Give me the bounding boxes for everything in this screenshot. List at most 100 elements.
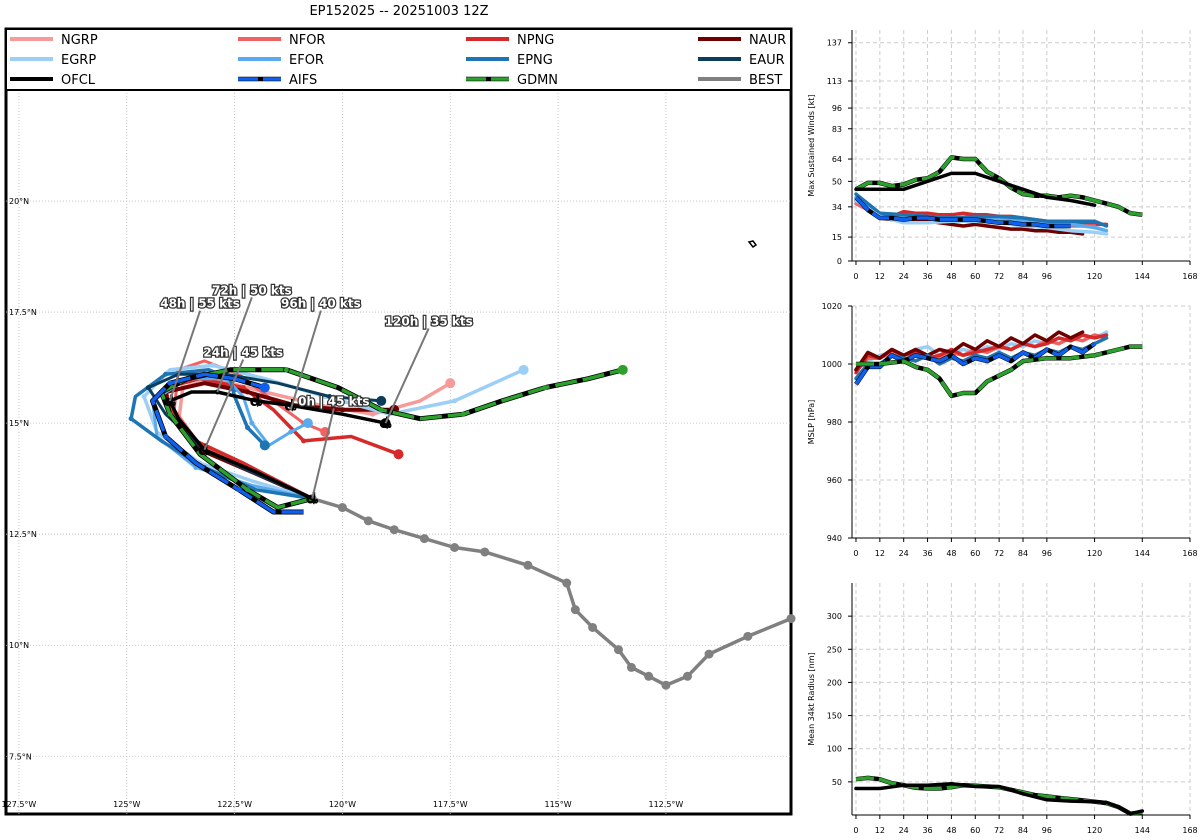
x-tick-label: 24: [899, 272, 909, 281]
y-tick-label: 0: [837, 257, 842, 266]
annotation-leader-line: [203, 359, 245, 451]
track-point: [363, 516, 373, 526]
track-point: [288, 429, 294, 435]
y-tick-label: 300: [827, 612, 842, 621]
x-tick-label: 36: [922, 549, 932, 558]
lat-tick-label: 10°N: [9, 641, 29, 650]
track-point: [283, 367, 289, 373]
track-point: [419, 534, 429, 544]
lon-tick-label: 117.5°W: [433, 800, 468, 809]
track-aifs: [150, 371, 304, 515]
x-tick-label: 120: [1087, 549, 1102, 558]
track-point: [245, 425, 251, 431]
lat-tick-label: 17.5°N: [9, 308, 37, 317]
track-line: [168, 390, 388, 501]
legend-label-ofcl: OFCL: [61, 73, 96, 88]
track-point: [210, 362, 216, 368]
lat-tick-label: 7.5°N: [9, 752, 32, 761]
track-point: [644, 671, 654, 681]
track-point: [339, 407, 345, 413]
x-tick-label: 168: [1182, 549, 1197, 558]
x-tick-label: 168: [1182, 826, 1197, 835]
x-tick-label: 168: [1182, 272, 1197, 281]
series-line: [856, 344, 1143, 398]
track-point: [167, 411, 173, 417]
x-tick-label: 0: [853, 549, 858, 558]
x-tick-label: 48: [946, 549, 956, 558]
y-tick-label: 100: [827, 745, 842, 754]
legend-box: [5, 28, 792, 91]
x-tick-label: 96: [1042, 272, 1052, 281]
y-tick-label: 940: [827, 534, 842, 543]
x-tick-label: 84: [1018, 272, 1028, 281]
y-tick-label: 980: [827, 418, 842, 427]
forecast-annotation: 72h | 50 kts: [211, 282, 293, 393]
y-tick-label: 250: [827, 645, 842, 654]
y-tick-label: 200: [827, 678, 842, 687]
map-legend: NGRP NFOR NPNG NAUR EGRP EFOR EPNG EAUR OFCL AIFS…: [5, 28, 792, 91]
track-line: [150, 372, 304, 514]
series-line: [854, 192, 1109, 228]
x-tick-label: 72: [994, 826, 1004, 835]
x-tick-label: 60: [970, 549, 980, 558]
track-point: [163, 371, 169, 377]
track-point: [389, 525, 399, 535]
lon-tick-label: 112.5°W: [649, 800, 684, 809]
y-tick-label: 15: [832, 233, 842, 242]
legend-label-aifs: AIFS: [289, 73, 317, 88]
track-point: [337, 503, 347, 513]
track-point: [326, 393, 332, 399]
forecast-annotation: 0h | 45 kts: [297, 393, 371, 499]
track-point: [378, 407, 384, 413]
x-tick-label: 48: [946, 826, 956, 835]
track-point: [447, 380, 453, 386]
track-point: [128, 416, 134, 422]
track-point: [301, 438, 307, 444]
x-tick-label: 84: [1018, 826, 1028, 835]
annotation-label: 24h | 45 kts: [203, 346, 283, 360]
track-point: [743, 631, 753, 641]
track-point: [613, 645, 623, 655]
x-tick-label: 144: [1135, 826, 1150, 835]
y-tick-label: 83: [832, 125, 842, 134]
map-gridlines: [6, 90, 791, 814]
forecast-annotation: 24h | 45 kts: [202, 344, 284, 451]
y-axis-label: MSLP [hPa]: [807, 400, 816, 444]
annotation-label: 72h | 50 kts: [212, 283, 292, 297]
x-tick-label: 24: [899, 549, 909, 558]
annotation-leader-line: [311, 408, 335, 499]
x-tick-label: 0: [853, 272, 858, 281]
track-end-point: [376, 395, 387, 406]
track-point: [370, 411, 376, 417]
series-gdmn: [854, 155, 1143, 218]
annotation-leader-line: [168, 310, 202, 402]
x-tick-label: 72: [994, 272, 1004, 281]
series-line: [854, 171, 1097, 207]
track-point: [249, 420, 255, 426]
annotation-leader-line: [216, 296, 253, 393]
x-tick-label: 36: [922, 272, 932, 281]
legend-label-egrp: EGRP: [61, 53, 96, 68]
legend-label-naur: NAUR: [749, 33, 786, 48]
series-line: [854, 342, 1096, 386]
x-tick-label: 96: [1042, 826, 1052, 835]
track-point: [523, 560, 533, 570]
x-tick-label: 144: [1135, 272, 1150, 281]
track-point: [245, 389, 251, 395]
track-end-point: [518, 364, 529, 375]
track-point: [588, 622, 598, 632]
y-axis-label: Max Sustained Winds [kt]: [807, 94, 816, 196]
forecast-annotation: 96h | 40 kts: [280, 295, 362, 411]
legend-label-eaur: EAUR: [749, 53, 785, 68]
track-point: [704, 649, 714, 659]
legend-label-npng: NPNG: [517, 33, 554, 48]
track-point: [562, 578, 572, 588]
y-tick-label: 34: [832, 203, 842, 212]
y-tick-label: 96: [832, 104, 842, 113]
track-point: [786, 614, 796, 624]
track-end-point: [302, 418, 313, 429]
series-gdmn: [856, 344, 1143, 399]
